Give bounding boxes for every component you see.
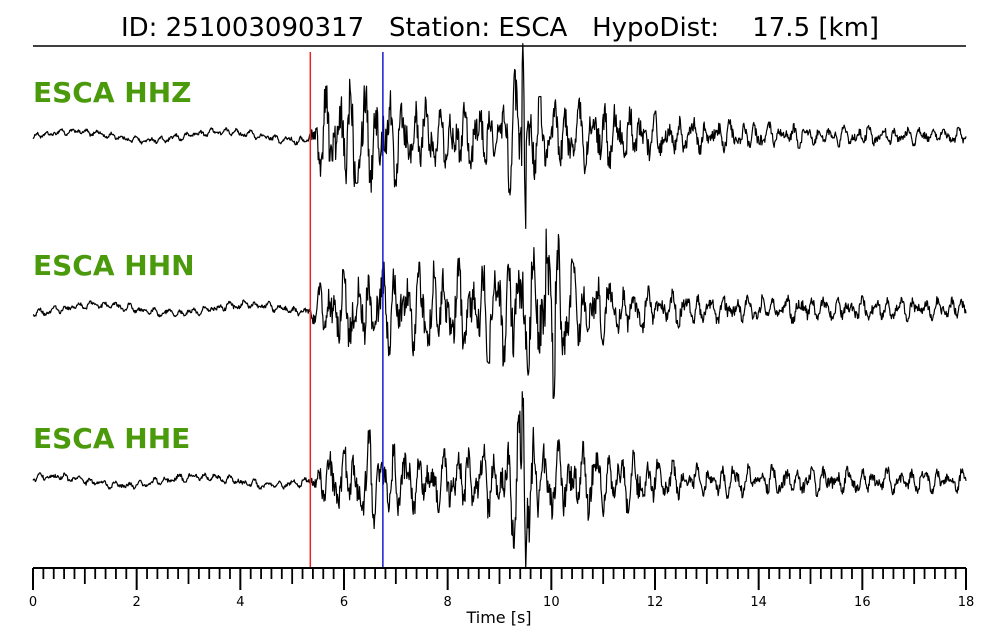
x-tick-label: 0 bbox=[29, 595, 37, 610]
x-tick-label: 4 bbox=[236, 595, 244, 610]
x-tick-label: 14 bbox=[750, 595, 767, 610]
trace-label-hhn: ESCA HHN bbox=[33, 249, 195, 282]
x-tick-label: 8 bbox=[444, 595, 452, 610]
x-tick-label: 6 bbox=[340, 595, 348, 610]
trace-label-hhe: ESCA HHE bbox=[33, 422, 190, 455]
x-tick-label: 10 bbox=[543, 595, 560, 610]
x-tick-label: 12 bbox=[647, 595, 664, 610]
trace-label-hhz: ESCA HHZ bbox=[33, 76, 191, 109]
trace-esca-hhe bbox=[32, 391, 967, 570]
x-tick-label: 2 bbox=[133, 595, 141, 610]
trace-esca-hhn bbox=[32, 228, 967, 399]
x-axis-label: Time [s] bbox=[465, 608, 531, 627]
traces-group bbox=[32, 43, 967, 570]
trace-esca-hhz bbox=[32, 43, 967, 229]
phase-picks bbox=[309, 52, 384, 568]
x-tick-label: 18 bbox=[958, 595, 975, 610]
time-axis: 0 2 4 6 8 10 12 14 16 18 bbox=[29, 567, 975, 610]
chart-title: ID: 251003090317 Station: ESCA HypoDist:… bbox=[121, 13, 879, 43]
x-tick-label: 16 bbox=[854, 595, 871, 610]
